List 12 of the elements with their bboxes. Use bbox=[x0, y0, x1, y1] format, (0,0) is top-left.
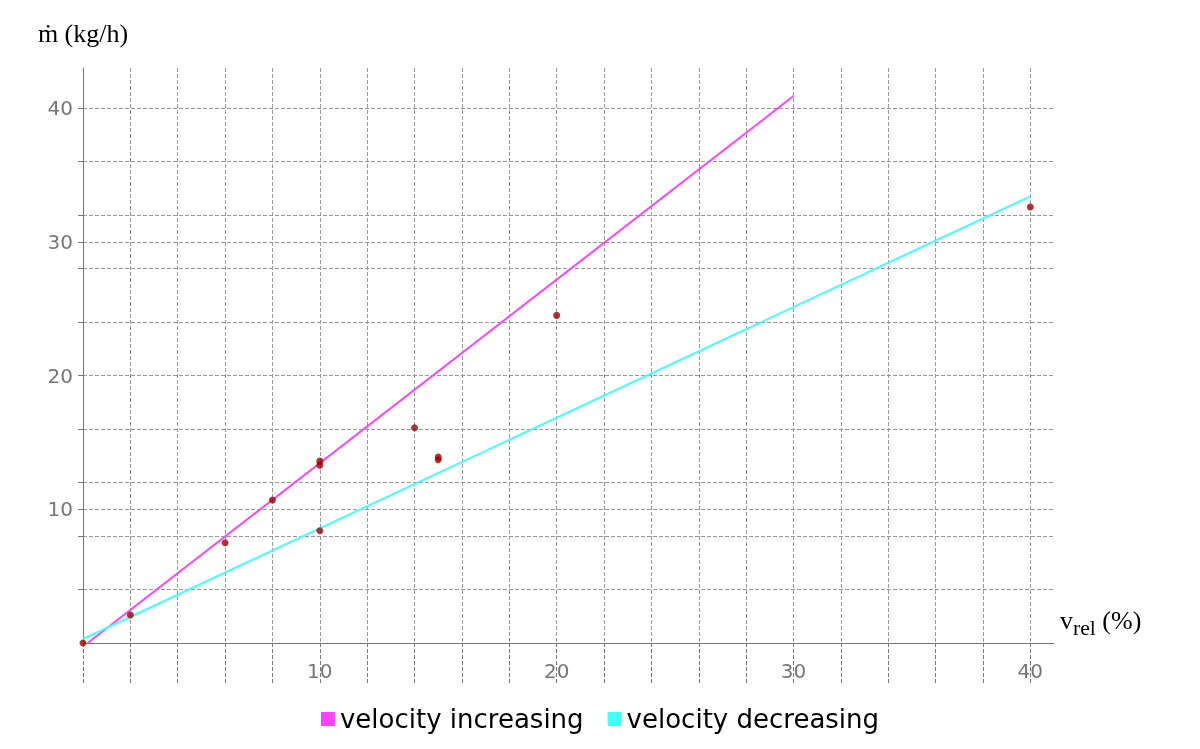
x-axis-title: v$_{rel}$ (%) bbox=[1060, 606, 1142, 642]
x-tick-label: 30 bbox=[780, 659, 807, 683]
legend-label: velocity decreasing bbox=[626, 704, 880, 734]
y-tick-label: 10 bbox=[47, 497, 73, 522]
y-axis-title: ṁ (kg/h) bbox=[37, 18, 129, 48]
y-tick-label: 40 bbox=[47, 96, 73, 121]
x-tick-label: 20 bbox=[543, 659, 570, 683]
x-tick-label: 40 bbox=[1017, 659, 1044, 683]
legend-label: velocity increasing bbox=[339, 704, 584, 734]
x-tick-label: 10 bbox=[307, 659, 333, 683]
y-tick-label: 20 bbox=[47, 363, 73, 388]
y-tick-label: 30 bbox=[47, 229, 73, 254]
